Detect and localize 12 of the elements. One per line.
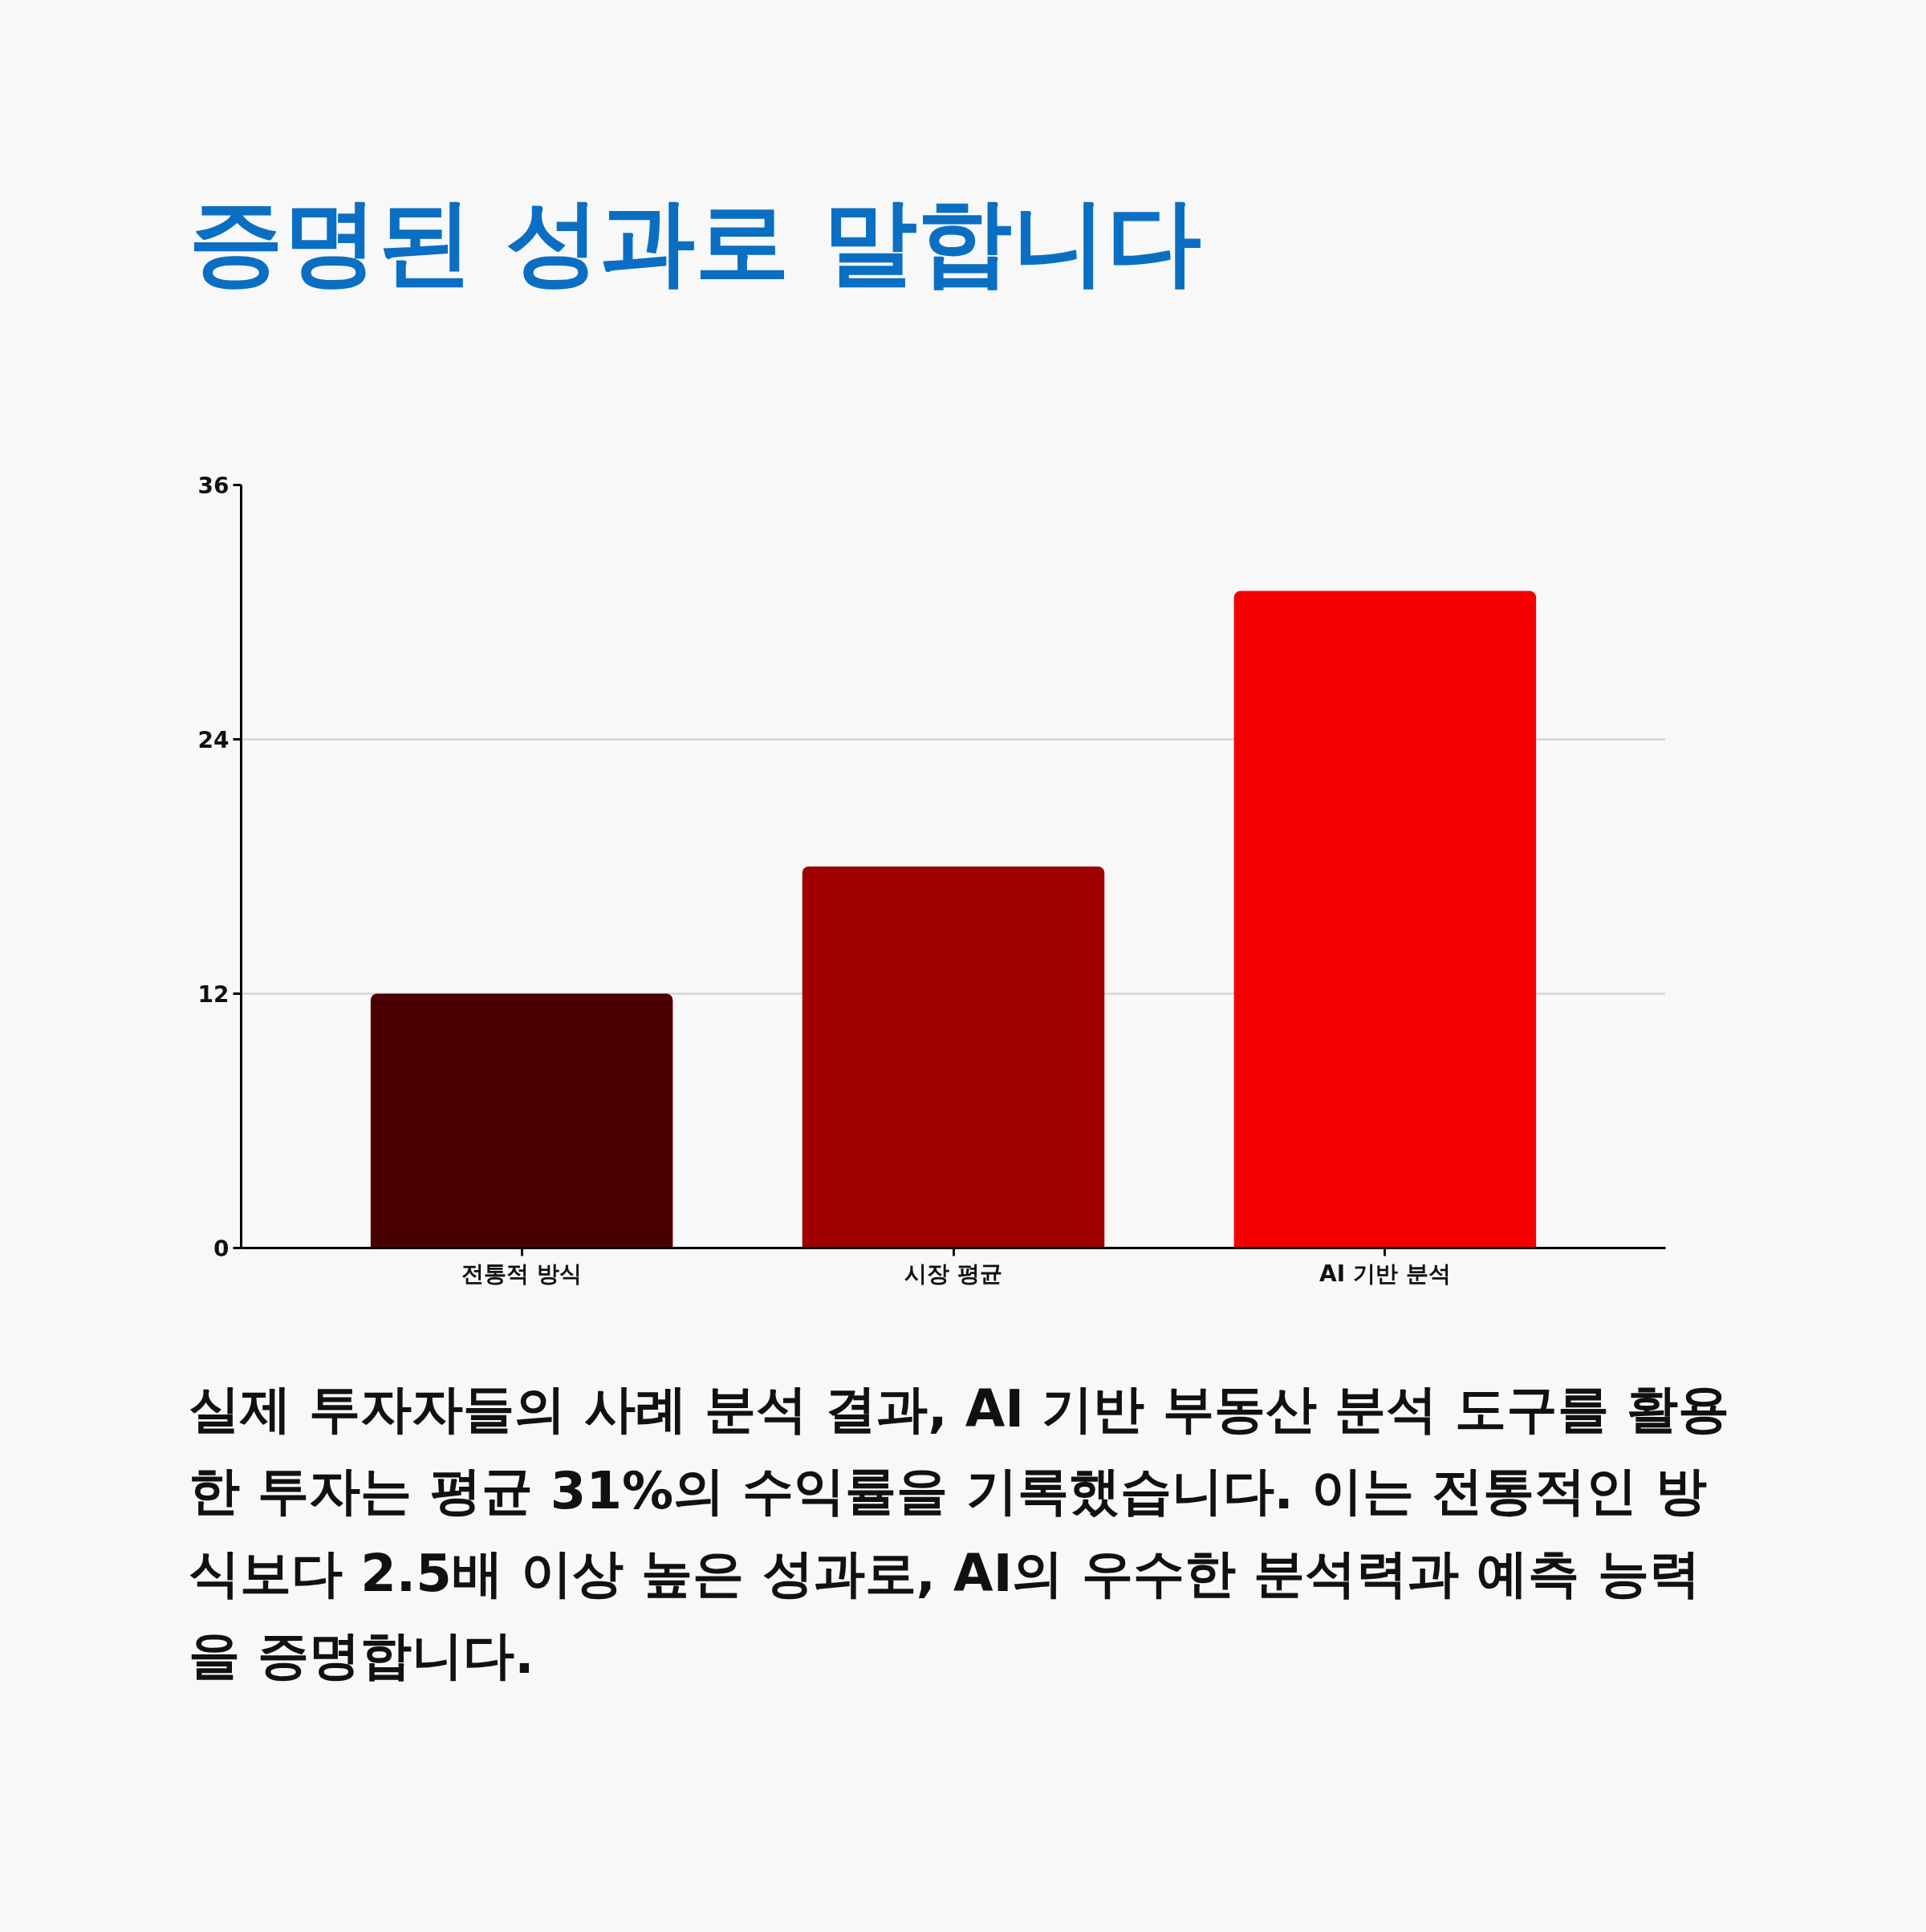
y-tick-label: 24 [197, 727, 230, 753]
y-tick-label: 36 [197, 473, 230, 499]
x-tick-label: 시장 평균 [904, 1260, 1002, 1287]
x-tick-label: 전통적 방식 [461, 1260, 582, 1287]
bar [1233, 591, 1537, 1248]
text: 실제 투자자들의 사례 분석 결과, AI 기반 부동산 분석 도구를 활용한 투자는 평균 31%의 수익률을 기록했습니다. 이는 전통적인 방식보다 2.5배 이상 높은 성과로, AI의 우수한 분석력과 예측 능력을 증명합니다. [189, 1378, 1731, 1687]
y-tick-label: 0 [213, 1236, 230, 1262]
y-tick-label: 12 [197, 981, 230, 1008]
bar [370, 993, 673, 1248]
chart-title: 증명된 성과로 말합니다 [189, 185, 1202, 298]
bar [802, 867, 1105, 1248]
x-tick-label: AI 기반 분석 [1319, 1260, 1451, 1287]
